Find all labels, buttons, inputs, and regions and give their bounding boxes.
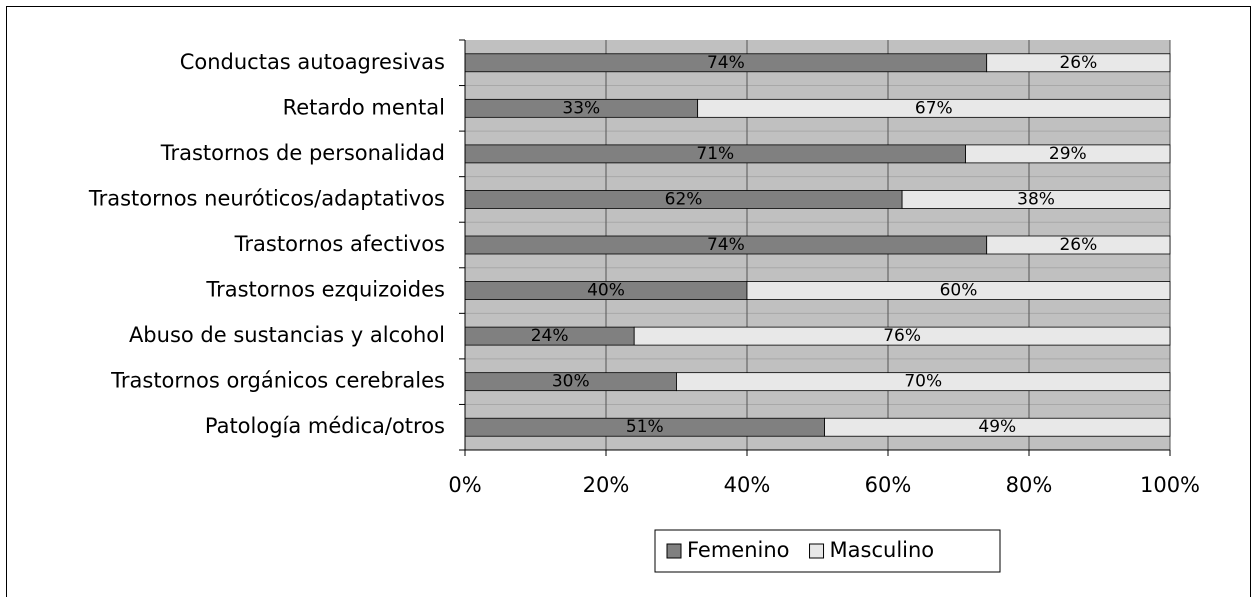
category-label: Abuso de sustancias y alcohol	[129, 323, 445, 347]
value-label: 49%	[978, 417, 1016, 437]
bar-segment	[697, 98, 1171, 118]
category-label: Retardo mental	[283, 95, 445, 119]
value-label: 71%	[696, 144, 734, 164]
legend-label: Masculino	[830, 538, 935, 562]
bar-segment	[901, 190, 1171, 209]
category-label: Conductas autoagresivas	[180, 50, 445, 74]
value-label: 60%	[940, 281, 978, 301]
x-tick-label: 100%	[1140, 473, 1200, 497]
legend-label: Femenino	[687, 538, 790, 562]
x-tick-label: 20%	[583, 473, 630, 497]
category-label: Trastornos ezquizoides	[205, 278, 445, 302]
bar-segment	[746, 281, 1171, 300]
x-tick-label: 0%	[448, 473, 481, 497]
x-tick-label: 80%	[1006, 473, 1053, 497]
category-label: Trastornos de personalidad	[160, 141, 445, 165]
value-label: 26%	[1059, 235, 1097, 255]
value-label: 76%	[883, 326, 921, 346]
value-label: 51%	[626, 417, 664, 437]
value-label: 33%	[562, 98, 600, 118]
bar-segment	[676, 372, 1171, 392]
bar-segment	[824, 417, 1171, 437]
bar-segment	[965, 144, 1171, 164]
category-label: Trastornos orgánicos cerebrales	[110, 369, 445, 393]
value-label: 74%	[707, 53, 745, 73]
x-tick-label: 40%	[724, 473, 771, 497]
category-label: Trastornos neuróticos/adaptativos	[88, 186, 445, 210]
category-label: Trastornos afectivos	[234, 232, 445, 256]
bar-segment	[986, 235, 1171, 255]
value-label: 70%	[904, 372, 942, 392]
legend-box	[654, 529, 1001, 573]
value-label: 40%	[587, 281, 625, 301]
value-label: 26%	[1059, 53, 1097, 73]
value-label: 38%	[1017, 189, 1055, 209]
legend-swatch	[666, 543, 682, 559]
legend-swatch	[809, 543, 825, 559]
x-tick-label: 60%	[865, 473, 912, 497]
bar-segment	[986, 53, 1171, 73]
bar-segment	[633, 326, 1171, 346]
value-label: 29%	[1049, 144, 1087, 164]
value-label: 24%	[531, 326, 569, 346]
value-label: 67%	[915, 98, 953, 118]
value-label: 30%	[552, 372, 590, 392]
category-label: Patología médica/otros	[205, 414, 445, 438]
value-label: 74%	[707, 235, 745, 255]
value-label: 62%	[665, 189, 703, 209]
